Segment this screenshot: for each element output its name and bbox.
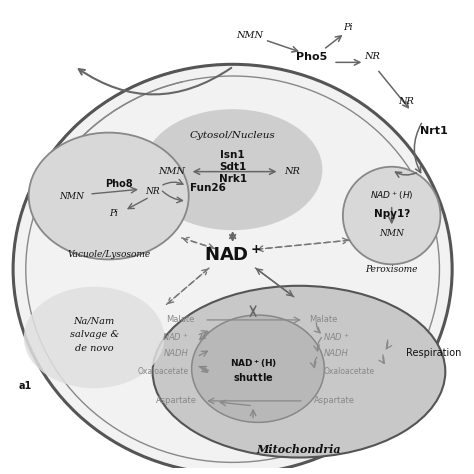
Text: Pi: Pi (343, 23, 353, 32)
Text: $\mathit{\mathbf{NAD^+}}$: $\mathit{\mathbf{NAD^+}}$ (204, 245, 262, 264)
Text: de novo: de novo (75, 344, 113, 353)
Text: $NAD^+$: $NAD^+$ (162, 332, 189, 343)
Ellipse shape (24, 287, 164, 388)
Text: Na/Nam: Na/Nam (73, 317, 115, 326)
Text: Oxaloacetate: Oxaloacetate (137, 367, 189, 376)
Text: Mitochondria: Mitochondria (256, 444, 341, 455)
Text: NMN: NMN (237, 30, 264, 39)
Text: Peroxisome: Peroxisome (365, 264, 418, 273)
Text: Pi: Pi (109, 209, 118, 218)
Ellipse shape (153, 286, 445, 457)
Ellipse shape (191, 315, 324, 422)
Text: Pho8: Pho8 (105, 179, 132, 189)
Ellipse shape (13, 64, 452, 474)
Text: Npy1?: Npy1? (374, 209, 410, 219)
Text: NR: NR (284, 167, 300, 176)
Text: $NAD^+(H)$: $NAD^+(H)$ (370, 190, 413, 202)
Text: Malate: Malate (166, 315, 194, 324)
Text: Sdt1: Sdt1 (219, 162, 246, 172)
Text: NR: NR (146, 187, 160, 196)
Text: Aspartate: Aspartate (314, 396, 355, 405)
Text: NR: NR (398, 97, 414, 106)
Text: salvage &: salvage & (70, 330, 118, 339)
Text: NADH: NADH (164, 348, 189, 357)
Text: NMN: NMN (159, 167, 186, 176)
Ellipse shape (143, 109, 322, 230)
Text: a1: a1 (19, 381, 32, 391)
Text: Nrt1: Nrt1 (420, 126, 447, 136)
Text: Pho5: Pho5 (296, 52, 327, 62)
Text: NMN: NMN (379, 228, 404, 237)
Text: Malate: Malate (309, 315, 337, 324)
Text: $\mathbf{NAD^+(H)}$: $\mathbf{NAD^+(H)}$ (229, 357, 277, 370)
Text: $\mathbf{shuttle}$: $\mathbf{shuttle}$ (233, 372, 273, 383)
Text: Aspartate: Aspartate (155, 396, 197, 405)
Text: Isn1: Isn1 (220, 150, 245, 160)
Text: Oxaloacetate: Oxaloacetate (323, 367, 374, 376)
Ellipse shape (29, 133, 189, 259)
Text: NMN: NMN (59, 192, 84, 201)
Text: Cytosol/Nucleus: Cytosol/Nucleus (190, 131, 275, 140)
Text: Nrk1: Nrk1 (219, 174, 246, 184)
Ellipse shape (343, 167, 440, 264)
Text: Vacuole/Lysosome: Vacuole/Lysosome (67, 250, 150, 259)
Text: NR: NR (364, 52, 380, 61)
Text: $NAD^+$: $NAD^+$ (323, 332, 350, 343)
Text: NADH: NADH (323, 348, 348, 357)
Text: Fun26: Fun26 (190, 183, 226, 193)
Text: Respiration: Respiration (406, 348, 462, 358)
